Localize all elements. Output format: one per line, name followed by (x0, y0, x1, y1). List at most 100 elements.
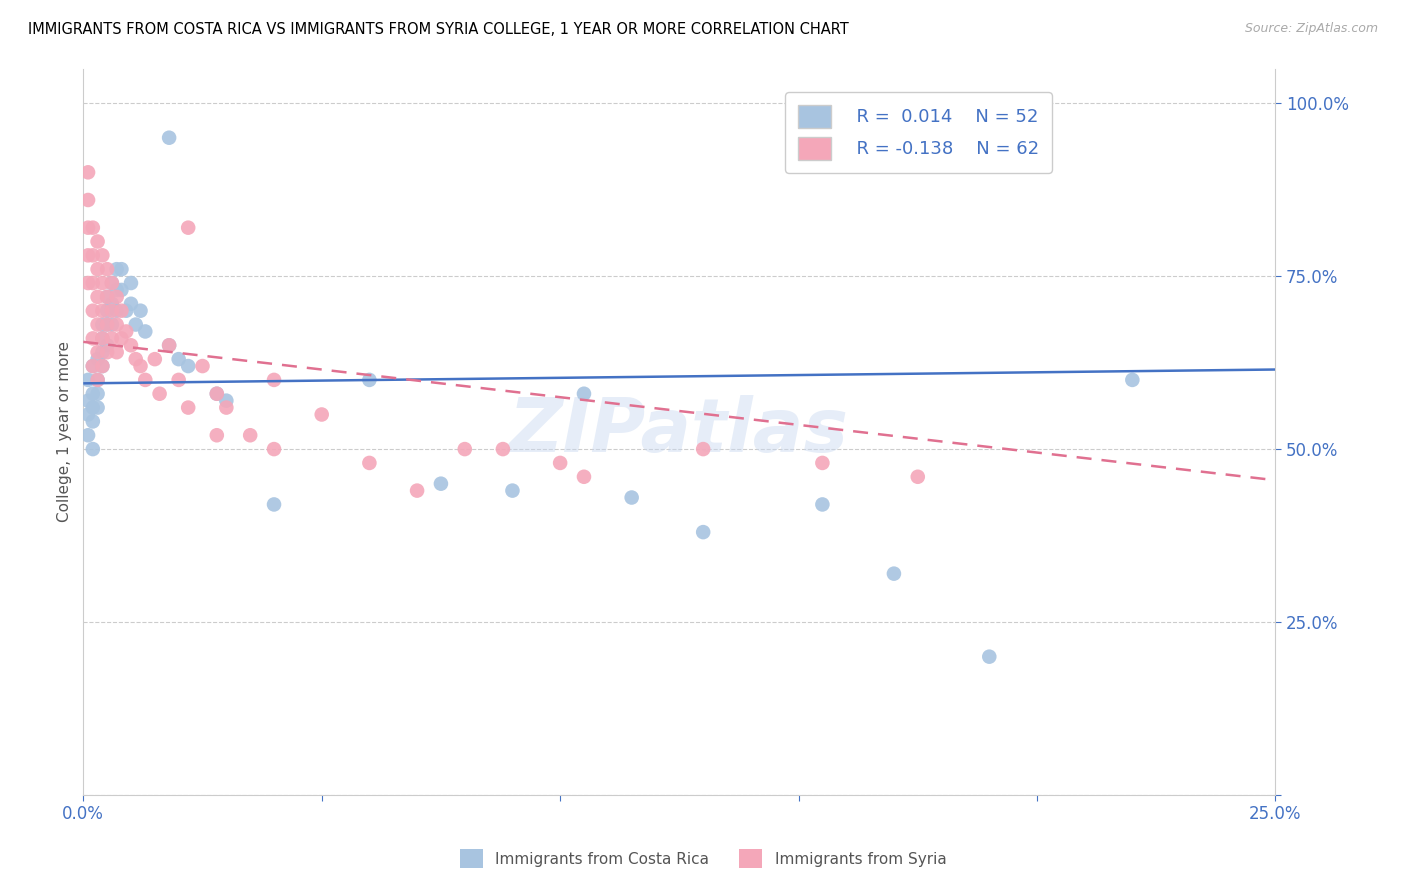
Point (77, 248, 100, 262)
Point (105, 318, 128, 332)
Point (149, 386, 172, 401)
Point (125, 352, 148, 367)
Point (105, 283, 128, 297)
Point (492, 442, 515, 456)
Point (110, 303, 132, 318)
Point (167, 352, 190, 367)
Point (215, 401, 238, 415)
Point (101, 276, 124, 290)
Point (77, 408, 100, 422)
Y-axis label: College, 1 year or more: College, 1 year or more (58, 342, 72, 523)
Point (77, 276, 100, 290)
Point (1121, 373, 1143, 387)
Point (96, 338, 118, 352)
Point (101, 297, 124, 311)
Point (177, 359, 200, 373)
Point (359, 373, 381, 387)
Point (110, 331, 132, 345)
Point (110, 262, 132, 277)
Legend: Immigrants from Costa Rica, Immigrants from Syria: Immigrants from Costa Rica, Immigrants f… (453, 841, 953, 875)
Point (105, 290, 128, 304)
Point (105, 262, 128, 277)
Point (77, 393, 100, 408)
Point (105, 303, 128, 318)
Point (86, 262, 108, 277)
Point (96, 290, 118, 304)
Point (239, 428, 262, 442)
Point (101, 303, 124, 318)
Point (82, 220, 104, 235)
Point (101, 318, 124, 332)
Point (811, 498, 834, 512)
Point (96, 345, 118, 359)
Point (157, 338, 180, 352)
Point (86, 386, 108, 401)
Point (86, 290, 108, 304)
Point (620, 491, 643, 505)
Point (77, 193, 100, 207)
Point (82, 442, 104, 456)
Point (91, 318, 114, 332)
Point (883, 566, 905, 581)
Point (101, 276, 124, 290)
Point (572, 469, 595, 483)
Point (157, 130, 180, 145)
Point (96, 318, 118, 332)
Point (91, 276, 114, 290)
Point (115, 303, 138, 318)
Point (91, 303, 114, 318)
Legend:   R =  0.014    N = 52,   R = -0.138    N = 62: R = 0.014 N = 52, R = -0.138 N = 62 (786, 92, 1052, 173)
Point (311, 408, 333, 422)
Point (979, 649, 1001, 664)
Point (811, 456, 834, 470)
Point (86, 373, 108, 387)
Point (129, 359, 152, 373)
Point (120, 338, 142, 352)
Point (134, 325, 156, 339)
Point (430, 476, 453, 491)
Point (82, 331, 104, 345)
Point (77, 428, 100, 442)
Point (77, 220, 100, 235)
Text: IMMIGRANTS FROM COSTA RICA VS IMMIGRANTS FROM SYRIA COLLEGE, 1 YEAR OR MORE CORR: IMMIGRANTS FROM COSTA RICA VS IMMIGRANTS… (28, 22, 849, 37)
Point (406, 483, 429, 498)
Point (205, 386, 228, 401)
Point (134, 373, 156, 387)
Point (82, 414, 104, 428)
Point (215, 393, 238, 408)
Point (263, 498, 285, 512)
Point (167, 373, 190, 387)
Point (359, 456, 381, 470)
Point (120, 276, 142, 290)
Point (82, 248, 104, 262)
Point (501, 483, 523, 498)
Point (177, 220, 200, 235)
Point (86, 352, 108, 367)
Point (96, 290, 118, 304)
Point (548, 456, 571, 470)
Point (86, 235, 108, 249)
Point (82, 401, 104, 415)
Point (205, 386, 228, 401)
Point (86, 373, 108, 387)
Point (77, 165, 100, 179)
Point (101, 331, 124, 345)
Point (82, 303, 104, 318)
Text: Source: ZipAtlas.com: Source: ZipAtlas.com (1244, 22, 1378, 36)
Point (82, 359, 104, 373)
Point (86, 318, 108, 332)
Point (91, 331, 114, 345)
Point (120, 297, 142, 311)
Point (82, 386, 104, 401)
Point (86, 401, 108, 415)
Text: ZIPatlas: ZIPatlas (509, 395, 849, 468)
Point (692, 525, 714, 540)
Point (177, 401, 200, 415)
Point (110, 283, 132, 297)
Point (91, 248, 114, 262)
Point (86, 345, 108, 359)
Point (96, 303, 118, 318)
Point (105, 345, 128, 359)
Point (454, 442, 477, 456)
Point (143, 352, 166, 367)
